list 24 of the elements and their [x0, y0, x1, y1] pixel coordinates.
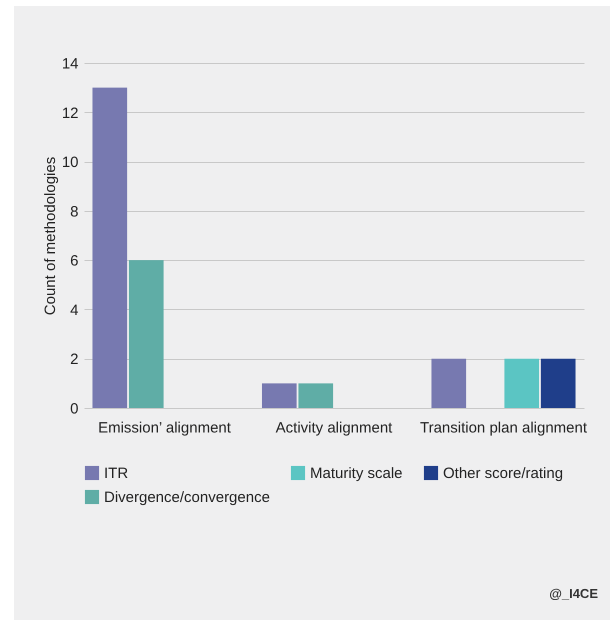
legend-label: Other score/rating [443, 465, 564, 482]
y-tick-label: 14 [62, 56, 78, 72]
text: @_I4CE [549, 586, 598, 601]
y-tick-label: 10 [62, 154, 78, 172]
legend-label: Divergence/convergence [104, 489, 270, 506]
bar [262, 383, 297, 408]
y-axis-title: Count of methodologies [42, 156, 59, 316]
bar [540, 358, 576, 408]
y-tick-label: 2 [70, 351, 78, 368]
y-tick-label: 0 [70, 400, 78, 418]
x-tick-label: Emission’ alignment [98, 420, 232, 436]
bar [504, 358, 540, 408]
legend-label: Maturity scale [310, 465, 403, 482]
bar [431, 358, 466, 408]
y-tick-label: 8 [70, 203, 78, 220]
legend-label: ITR [104, 465, 128, 482]
y-tick-label: 6 [70, 252, 78, 270]
y-tick-label: 4 [70, 302, 78, 319]
x-tick-label: Activity alignment [276, 420, 394, 436]
y-tick-label: 12 [62, 104, 78, 122]
x-tick-label: Transition plan alignment [420, 420, 588, 436]
bar [128, 260, 164, 408]
bar [298, 383, 334, 408]
bar [92, 88, 128, 408]
